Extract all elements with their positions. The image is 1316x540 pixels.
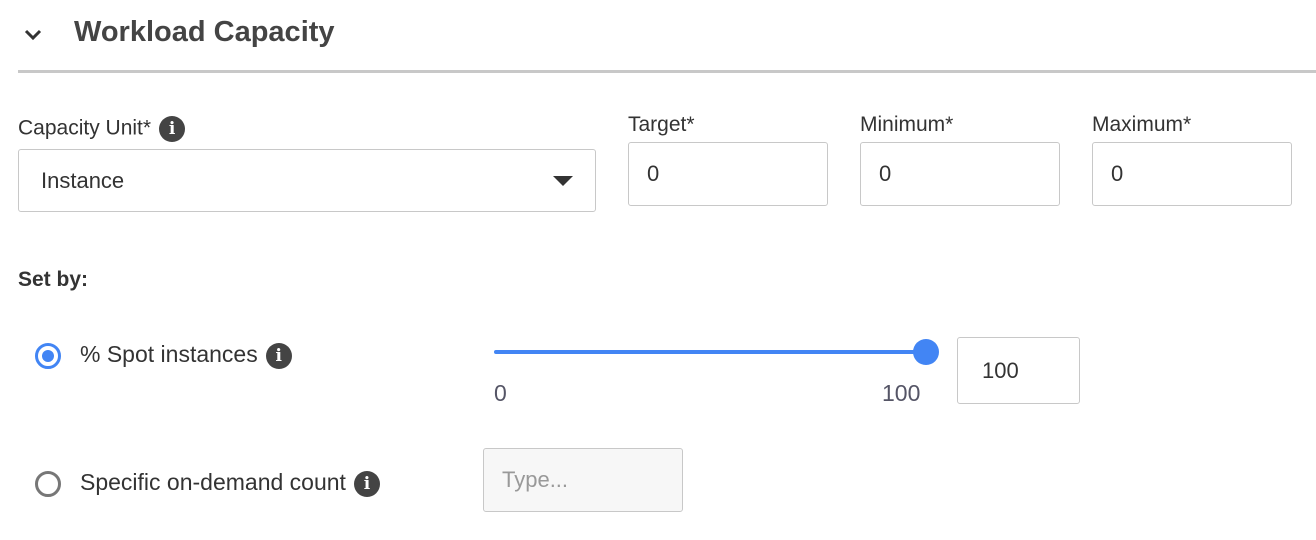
section-title: Workload Capacity	[74, 16, 335, 48]
spot-value-input[interactable]: 100	[957, 337, 1080, 404]
spot-slider-track[interactable]	[494, 350, 926, 354]
slider-max-label: 100	[882, 380, 921, 406]
info-icon[interactable]: i	[353, 470, 380, 497]
minimum-input[interactable]: 0	[860, 142, 1060, 206]
spot-radio[interactable]	[35, 343, 61, 369]
target-input[interactable]: 0	[628, 142, 828, 206]
maximum-label: Maximum*	[1092, 113, 1192, 136]
on-demand-label: Specific on-demand count i	[80, 469, 380, 497]
selected-value: Instance	[41, 167, 125, 193]
capacity-unit-select[interactable]: Instance	[18, 149, 596, 212]
minimum-label: Minimum*	[860, 113, 954, 136]
slider-min-label: 0	[494, 380, 507, 406]
target-label: Target*	[628, 113, 695, 136]
on-demand-input[interactable]: Type...	[483, 448, 683, 512]
spot-label: % Spot instances i	[80, 341, 292, 369]
info-icon[interactable]: i	[265, 342, 292, 369]
spot-slider-thumb[interactable]	[913, 339, 939, 365]
divider	[18, 70, 1316, 73]
maximum-input[interactable]: 0	[1092, 142, 1292, 206]
dropdown-arrow-icon	[553, 176, 573, 186]
capacity-unit-label: Capacity Unit* i	[18, 116, 186, 142]
set-by-label: Set by:	[18, 268, 89, 291]
info-icon[interactable]: i	[159, 116, 186, 142]
chevron-down-icon[interactable]	[24, 26, 42, 44]
on-demand-radio[interactable]	[35, 471, 61, 497]
